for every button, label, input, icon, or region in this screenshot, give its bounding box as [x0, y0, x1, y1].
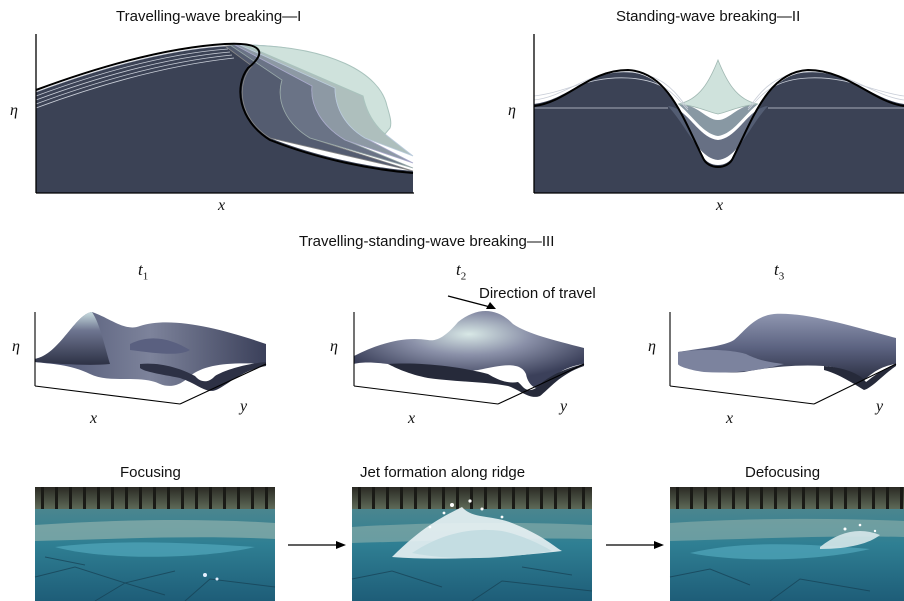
panel3-time-label-t3: t3 — [774, 260, 785, 283]
panel1-y-axis-label: η — [10, 102, 18, 119]
panel2-layer-2 — [678, 104, 758, 136]
panel3-t1-eta-label: η — [12, 338, 20, 355]
panel3-time-label-t1: t1 — [138, 260, 149, 283]
panel3-t1-x-label: x — [90, 410, 98, 427]
photo-caption-defocusing: Defocusing — [745, 464, 821, 481]
right-arrow-icon — [288, 541, 346, 549]
panel3-t2-y-label: y — [560, 398, 568, 415]
panel3-t3-y-label: y — [876, 398, 884, 415]
right-arrow-icon-2 — [606, 541, 664, 549]
direction-of-travel-label: Direction of travel — [479, 285, 596, 302]
panel2-standing-wave-plot — [533, 34, 904, 194]
panel3-time-label-t2: t2 — [456, 260, 467, 283]
panel3-t3-surface — [669, 312, 897, 405]
panel1-crest-5 — [244, 44, 392, 135]
panel3-t2-eta-label: η — [330, 338, 338, 355]
panel1-travelling-wave-plot — [35, 34, 414, 194]
panel3-t2-surface — [353, 310, 585, 405]
panel2-layer-3 — [677, 58, 759, 115]
panel3-t2-x-label: x — [408, 410, 416, 427]
panel1-x-axis-label: x — [218, 197, 226, 214]
panel1-front-outline — [35, 42, 414, 174]
panel3-title: Travelling-standing-wave breaking—III — [299, 233, 555, 250]
photo-defocusing — [669, 487, 904, 601]
panel3-t1-y-label: y — [240, 398, 248, 415]
photo-caption-focusing: Focusing — [120, 464, 181, 481]
panel3-t3-x-label: x — [726, 410, 734, 427]
panel3-t3-eta-label: η — [648, 338, 656, 355]
panel1-title: Travelling-wave breaking—I — [116, 8, 302, 25]
panel2-trough-outline — [533, 68, 904, 168]
panel2-layer-1 — [668, 106, 768, 160]
direction-arrow-icon — [447, 295, 496, 309]
photo-caption-jet-formation: Jet formation along ridge — [360, 464, 526, 481]
photo-jet-formation — [351, 487, 593, 601]
panel2-x-axis-label: x — [716, 197, 724, 214]
panel3-t1-surface — [34, 312, 267, 405]
panel2-title: Standing-wave breaking—II — [616, 8, 801, 25]
panel2-wave-body — [534, 71, 904, 193]
panel2-y-axis-label: η — [508, 102, 516, 119]
photo-focusing — [34, 487, 276, 601]
